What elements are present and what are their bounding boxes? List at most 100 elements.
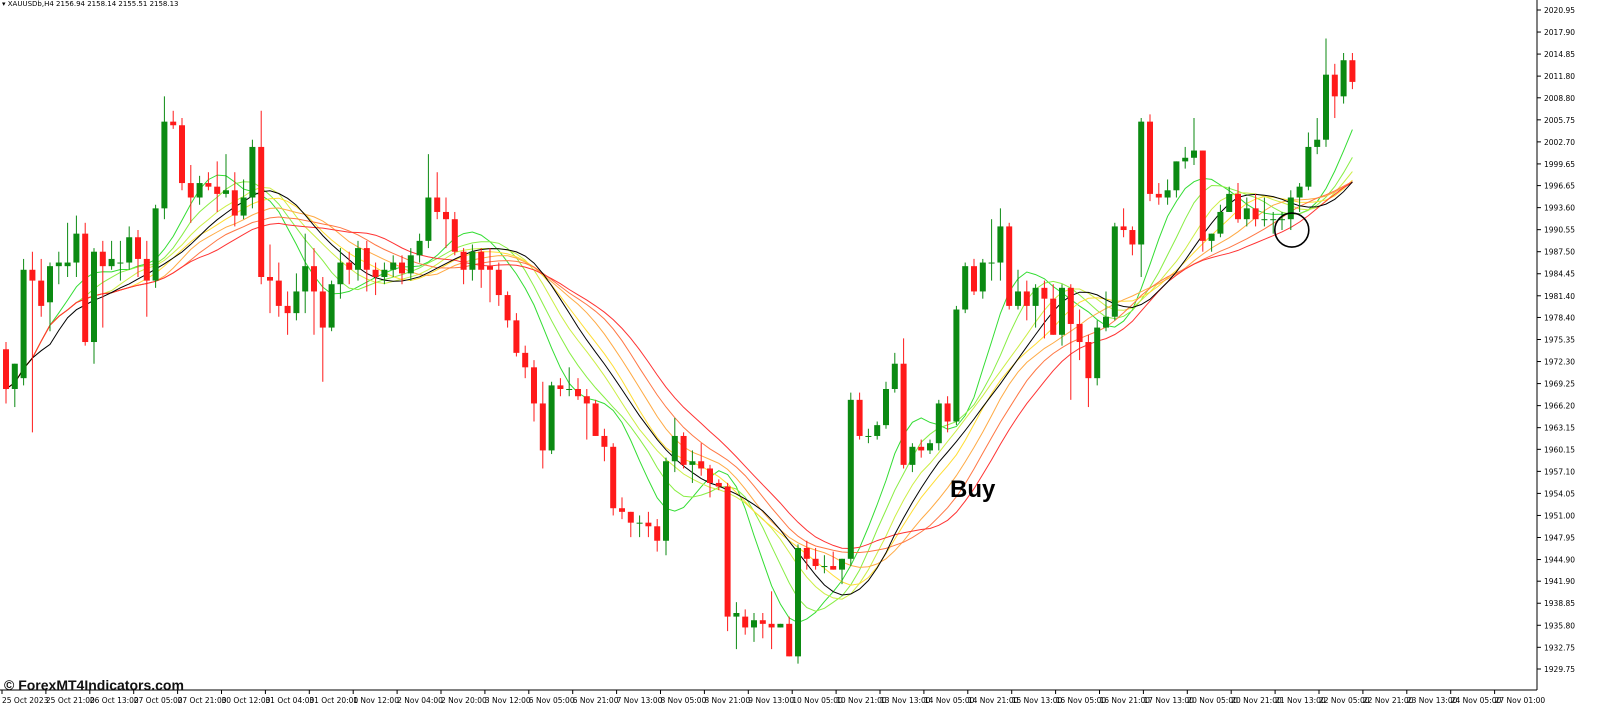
candle [126, 226, 133, 270]
y-tick-label: 1938.85 [1544, 599, 1575, 608]
candle [548, 381, 555, 455]
candle-body [1164, 190, 1171, 198]
candle-body [29, 269, 36, 281]
x-tick-label: 30 Oct 12:00 [222, 696, 271, 705]
y-tick-label: 1990.55 [1544, 226, 1575, 235]
x-tick-label: 8 Nov 05:00 [661, 696, 707, 705]
candle-body [1032, 287, 1039, 306]
candle-body [372, 269, 379, 277]
candle-body [909, 446, 916, 465]
x-tick-label: 27 Oct 05:00 [134, 696, 183, 705]
candle [645, 511, 652, 538]
candle [689, 450, 696, 483]
candle-body [1050, 298, 1057, 335]
candle-body [1217, 211, 1224, 234]
y-tick-label: 1954.05 [1544, 489, 1575, 498]
x-tick-label: 13 Nov 13:00 [880, 696, 931, 705]
candle-body [196, 183, 203, 198]
candle-body [205, 183, 212, 187]
y-tick-label: 1951.00 [1544, 511, 1575, 520]
x-tick-label: 25 Oct 21:00 [46, 696, 95, 705]
x-tick-label: 10 Nov 05:00 [792, 696, 843, 705]
candle-body [707, 468, 713, 483]
ma-band-line [5, 129, 1353, 624]
x-tick-label: 15 Nov 13:00 [1012, 696, 1063, 705]
y-tick-label: 1999.65 [1544, 160, 1575, 169]
candle [1226, 186, 1233, 212]
candle-body [249, 146, 256, 198]
candle [566, 367, 573, 397]
candle-body [381, 269, 388, 277]
candle [575, 378, 581, 400]
buy-label: Buy [950, 476, 996, 503]
candle-body [434, 197, 441, 212]
candle [64, 222, 71, 277]
candle-body [610, 446, 617, 509]
candle [891, 352, 898, 393]
y-tick-label: 1960.15 [1544, 445, 1575, 454]
candle [733, 602, 740, 650]
candle [249, 139, 256, 209]
candle-body [267, 276, 273, 281]
candle [460, 248, 467, 285]
candle [1199, 150, 1206, 252]
candle-body [513, 320, 520, 353]
candle-body [337, 262, 344, 285]
candle [187, 164, 194, 223]
candle-body [935, 403, 942, 444]
candle [751, 612, 757, 642]
candle-body [1314, 139, 1321, 147]
candle-body [73, 233, 80, 263]
candle-body [1015, 291, 1021, 306]
candle-body [126, 237, 133, 263]
x-tick-label: 16 Nov 05:00 [1056, 696, 1107, 705]
candle-body [495, 269, 502, 296]
x-tick-label: 10 Nov 21:00 [836, 696, 887, 705]
candle [1182, 146, 1189, 169]
y-tick-label: 1993.60 [1544, 204, 1575, 213]
ma-band-line [5, 171, 1353, 600]
candle-body [997, 226, 1004, 263]
candle [909, 443, 916, 473]
y-tick-label: 2002.70 [1544, 138, 1575, 147]
candle [319, 276, 326, 382]
candle [680, 432, 687, 469]
candle-body [223, 190, 229, 194]
y-tick-label: 1944.90 [1544, 556, 1575, 565]
candle-body [108, 258, 115, 267]
candle [1094, 320, 1101, 386]
candle [1279, 211, 1285, 231]
candle [592, 399, 599, 436]
candle-body [1199, 150, 1206, 241]
candle-body [645, 522, 652, 527]
candle-body [302, 266, 309, 292]
x-tick-label: 21 Nov 13:00 [1275, 696, 1326, 705]
candle-body [1182, 157, 1189, 162]
y-tick-label: 1984.45 [1544, 270, 1575, 279]
candle [944, 396, 951, 433]
candle [539, 381, 546, 469]
x-tick-label: 27 Oct 21:00 [178, 696, 227, 705]
ma-band-line [5, 157, 1353, 612]
candle [1340, 52, 1347, 104]
candle [1155, 183, 1162, 205]
candle-body [988, 262, 995, 264]
candle-body [1103, 316, 1109, 328]
candle [443, 197, 449, 249]
y-tick-label: 1932.75 [1544, 643, 1575, 652]
y-tick-label: 2008.80 [1544, 94, 1575, 103]
candle-body [363, 248, 370, 270]
candle [1085, 334, 1092, 408]
candle [1252, 193, 1259, 227]
candle [900, 338, 907, 469]
candle [786, 616, 793, 657]
candle-body [953, 309, 960, 422]
candle [742, 609, 749, 635]
candle-body [1155, 193, 1162, 198]
candle-body [751, 620, 757, 628]
candle [1331, 63, 1338, 119]
candle-body [231, 190, 238, 216]
candle-body [1270, 219, 1277, 221]
